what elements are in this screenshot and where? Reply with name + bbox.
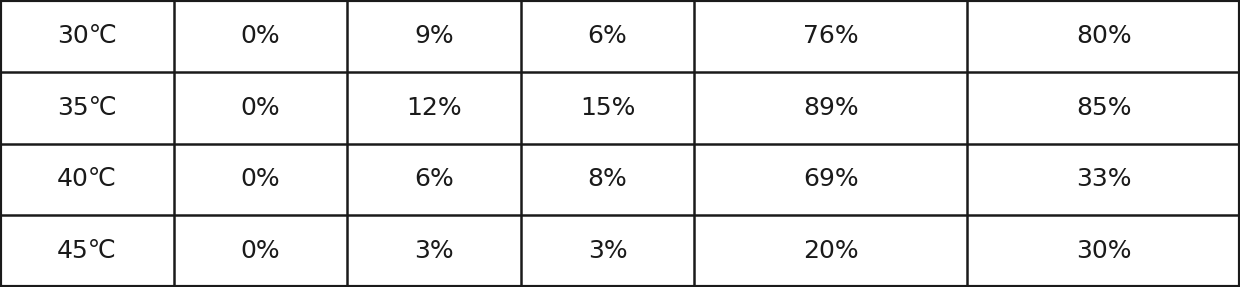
Text: 6%: 6% — [588, 24, 627, 48]
Text: 0%: 0% — [241, 239, 280, 263]
Text: 9%: 9% — [414, 24, 454, 48]
Text: 30℃: 30℃ — [57, 24, 117, 48]
Text: 76%: 76% — [804, 24, 858, 48]
Text: 80%: 80% — [1076, 24, 1131, 48]
Text: 0%: 0% — [241, 96, 280, 120]
Text: 40℃: 40℃ — [57, 167, 117, 191]
Text: 8%: 8% — [588, 167, 627, 191]
Text: 15%: 15% — [580, 96, 635, 120]
Text: 69%: 69% — [804, 167, 858, 191]
Text: 20%: 20% — [804, 239, 858, 263]
Text: 6%: 6% — [414, 167, 454, 191]
Text: 12%: 12% — [407, 96, 461, 120]
Text: 45℃: 45℃ — [57, 239, 117, 263]
Text: 0%: 0% — [241, 167, 280, 191]
Text: 3%: 3% — [588, 239, 627, 263]
Text: 35℃: 35℃ — [57, 96, 117, 120]
Text: 3%: 3% — [414, 239, 454, 263]
Text: 85%: 85% — [1076, 96, 1131, 120]
Text: 0%: 0% — [241, 24, 280, 48]
Text: 33%: 33% — [1076, 167, 1131, 191]
Text: 30%: 30% — [1076, 239, 1131, 263]
Text: 89%: 89% — [804, 96, 858, 120]
